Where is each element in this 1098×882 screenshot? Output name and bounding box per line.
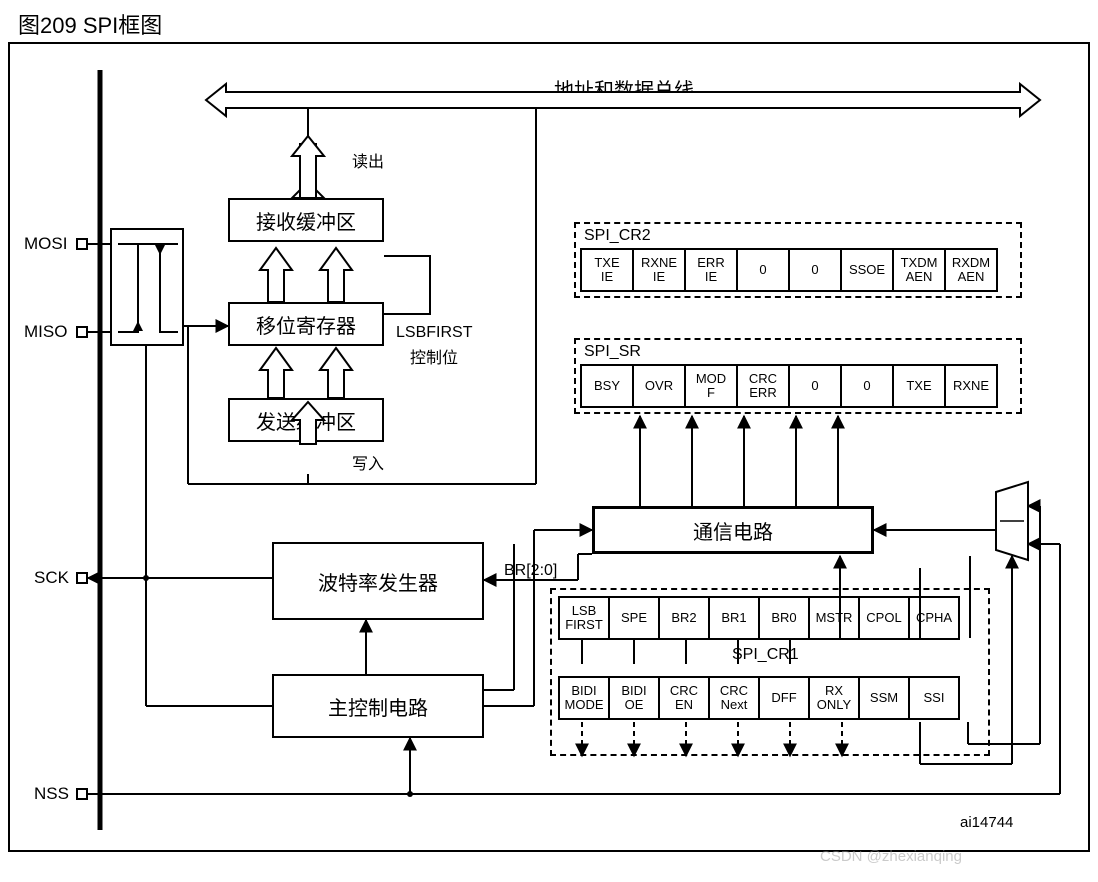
mux-1-label: 1	[1008, 530, 1016, 547]
ref-label: ai14744	[960, 814, 1013, 831]
pin-mosi-label: MOSI	[24, 234, 67, 254]
reg-cell: MODF	[684, 364, 738, 408]
spi-cr2-box: SPI_CR2 TXEIERXNEIEERRIE00SSOETXDMAENRXD…	[574, 222, 1022, 298]
reg-cell: MSTR	[808, 596, 860, 640]
spi-cr1-box: LSBFIRSTSPEBR2BR1BR0MSTRCPOLCPHA SPI_CR1…	[550, 588, 990, 756]
spi-sr-box: SPI_SR BSYOVRMODFCRCERR00TXERXNE	[574, 338, 1022, 414]
reg-cell: SSI	[908, 676, 960, 720]
comm-circuit-block: 通信电路	[592, 506, 874, 554]
reg-cell: SPE	[608, 596, 660, 640]
watermark: CSDN @zhexianqing	[820, 848, 962, 865]
spi-cr2-row: TXEIERXNEIEERRIE00SSOETXDMAENRXDMAEN	[582, 248, 998, 292]
mux-0-label: 0	[1008, 498, 1016, 515]
read-out-label: 读出	[352, 148, 384, 172]
write-in-label: 写入	[352, 450, 384, 474]
reg-cell: OVR	[632, 364, 686, 408]
reg-cell: TXDMAEN	[892, 248, 946, 292]
reg-cell: RXNEIE	[632, 248, 686, 292]
reg-cell: DFF	[758, 676, 810, 720]
reg-cell: RXONLY	[808, 676, 860, 720]
pin-miso-label: MISO	[24, 322, 67, 342]
pin-miso	[76, 326, 88, 338]
reg-cell: CPHA	[908, 596, 960, 640]
reg-cell: BIDIOE	[608, 676, 660, 720]
reg-cell: 0	[788, 364, 842, 408]
reg-cell: BR2	[658, 596, 710, 640]
reg-cell: SSM	[858, 676, 910, 720]
reg-cell: 0	[788, 248, 842, 292]
pin-mosi	[76, 238, 88, 250]
shift-register-block: 移位寄存器	[228, 302, 384, 346]
reg-cell: BR0	[758, 596, 810, 640]
reg-cell: 0	[840, 364, 894, 408]
spi-cr1-row-bot: BIDIMODEBIDIOECRCENCRCNextDFFRXONLYSSMSS…	[560, 676, 960, 720]
reg-cell: CRCNext	[708, 676, 760, 720]
reg-cell: BIDIMODE	[558, 676, 610, 720]
reg-cell: LSBFIRST	[558, 596, 610, 640]
br-bits-label: BR[2:0]	[504, 562, 557, 580]
spi-sr-title: SPI_SR	[584, 343, 641, 361]
lsbfirst-label: LSBFIRST	[396, 324, 472, 342]
reg-cell: ERRIE	[684, 248, 738, 292]
bus-label: 地址和数据总线	[554, 74, 694, 103]
diagram-frame: 地址和数据总线 MOSI MISO SCK NSS 接收缓冲区 移位寄存器 发送…	[8, 42, 1090, 852]
reg-cell: CPOL	[858, 596, 910, 640]
figure-title: 图209 SPI框图	[18, 8, 162, 40]
baud-gen-block: 波特率发生器	[272, 542, 484, 620]
reg-cell: RXNE	[944, 364, 998, 408]
ctrlbit-label: 控制位	[410, 344, 458, 368]
reg-cell: BR1	[708, 596, 760, 640]
pin-sck-label: SCK	[34, 568, 69, 588]
reg-cell: BSY	[580, 364, 634, 408]
master-ctrl-block: 主控制电路	[272, 674, 484, 738]
reg-cell: TXE	[892, 364, 946, 408]
reg-cell: TXEIE	[580, 248, 634, 292]
reg-cell: SSOE	[840, 248, 894, 292]
spi-sr-row: BSYOVRMODFCRCERR00TXERXNE	[582, 364, 998, 408]
pin-nss-label: NSS	[34, 784, 69, 804]
reg-cell: 0	[736, 248, 790, 292]
pin-sck	[76, 572, 88, 584]
pin-nss	[76, 788, 88, 800]
reg-cell: CRCERR	[736, 364, 790, 408]
tx-buffer-block: 发送缓冲区	[228, 398, 384, 442]
reg-cell: CRCEN	[658, 676, 710, 720]
rx-buffer-block: 接收缓冲区	[228, 198, 384, 242]
reg-cell: RXDMAEN	[944, 248, 998, 292]
io-mux-box	[110, 228, 184, 346]
spi-cr1-title: SPI_CR1	[732, 646, 799, 664]
spi-cr1-row-top: LSBFIRSTSPEBR2BR1BR0MSTRCPOLCPHA	[560, 596, 960, 640]
spi-cr2-title: SPI_CR2	[584, 227, 651, 245]
